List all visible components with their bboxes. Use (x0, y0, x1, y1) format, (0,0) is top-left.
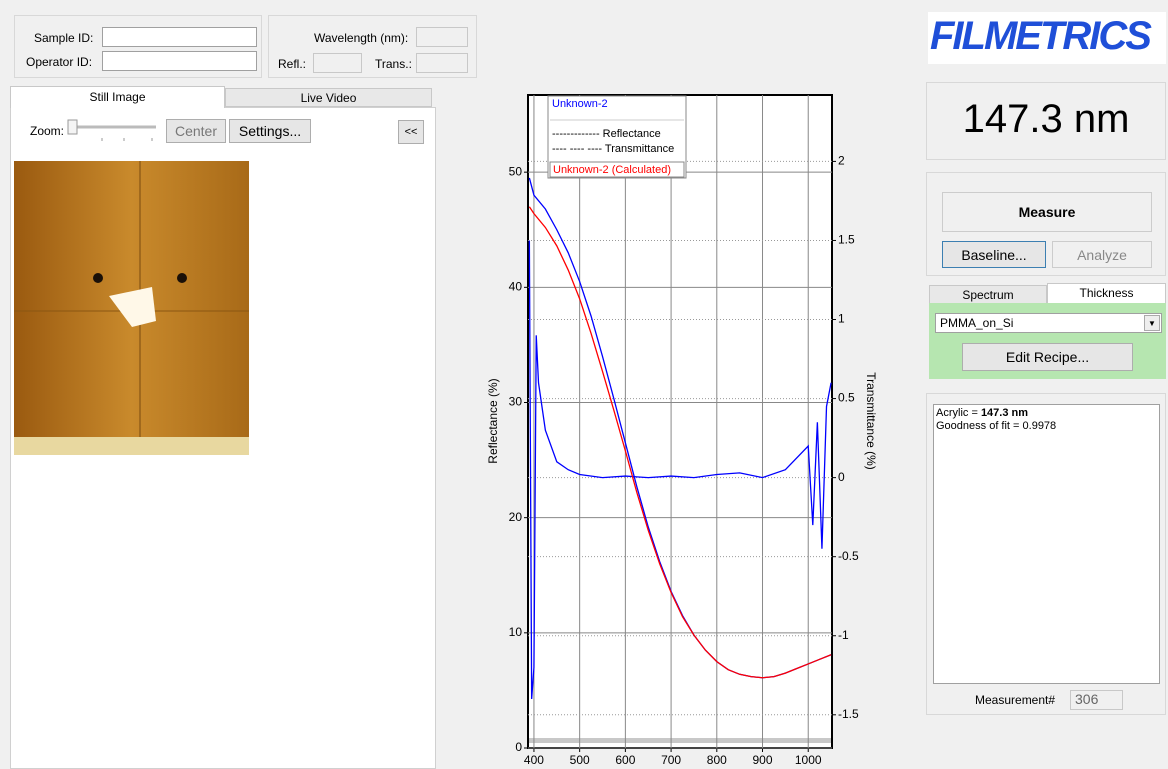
legend-note: ------------- Reflectance (552, 128, 661, 140)
id-group (14, 15, 262, 78)
legend-note: ---- ---- ---- Transmittance (552, 143, 674, 155)
label: Refl.: (278, 57, 307, 71)
tab[interactable]: Thickness (1047, 283, 1166, 304)
y-tick-label: 50 (509, 164, 523, 178)
y2-tick-label: -1 (838, 628, 849, 642)
analyze-button[interactable]: Analyze (1052, 241, 1152, 268)
y2-tick-label: 1.5 (838, 233, 855, 247)
measure-button[interactable]: Measure (942, 192, 1152, 232)
text: Acrylic = (936, 407, 981, 419)
thickness-result: 147.3 nm (962, 97, 1130, 141)
x-tick-label: 400 (524, 753, 544, 767)
x-tick-label: 500 (570, 753, 590, 767)
transmittance-line (528, 240, 832, 700)
readout-group (268, 15, 477, 78)
y-tick-label: 0 (515, 740, 522, 754)
results-text: Acrylic = 147.3 nm Goodness of fit = 0.99… (933, 404, 1160, 684)
tab[interactable]: Still Image (10, 86, 225, 108)
sample-id-input[interactable] (102, 27, 257, 47)
y-tick-label: 10 (509, 625, 523, 639)
logo-area (928, 12, 1166, 64)
scroll-bar (529, 738, 831, 743)
reflectance-line (528, 206, 832, 679)
y-axis-label: Reflectance (%) (486, 378, 500, 463)
legend-box (549, 161, 685, 178)
tab[interactable]: Spectrum (929, 285, 1047, 304)
trans-field (416, 53, 468, 73)
camera-image (14, 161, 249, 455)
label: Operator ID: (26, 55, 93, 69)
label: Trans.: (375, 57, 412, 71)
y2-tick-label: 0.5 (838, 391, 855, 405)
x-tick-label: 600 (615, 753, 635, 767)
wavelength-field (416, 27, 468, 47)
label: Measurement# (975, 693, 1056, 707)
y2-axis-label: Transmittance (%) (864, 372, 878, 470)
measurement-field: 306 (1070, 690, 1123, 710)
legend-entry: Unknown-2 (Calculated) (553, 164, 671, 176)
plot-area (527, 94, 833, 749)
x-tick-label: 1000 (795, 753, 822, 767)
measure-group (926, 172, 1166, 276)
dropdown-arrow[interactable]: ▼ (1144, 315, 1160, 331)
x-tick-label: 700 (661, 753, 681, 767)
x-tick-label: 900 (752, 753, 772, 767)
y2-tick-label: 2 (838, 154, 845, 168)
settings-button[interactable]: Settings... (229, 119, 311, 143)
center-button[interactable]: Center (166, 119, 226, 143)
y-tick-label: 30 (509, 395, 523, 409)
y2-tick-label: -0.5 (838, 549, 859, 563)
result-box (926, 82, 1166, 160)
recipe-dropdown[interactable]: PMMA_on_Si (935, 313, 1162, 333)
tab[interactable]: Live Video (225, 88, 432, 107)
label: Zoom: (30, 124, 65, 138)
label: Sample ID: (34, 31, 94, 45)
collapse-button[interactable]: << (398, 120, 424, 144)
spectrum-chart: 400 500 600 700 800 900 100001020304050-1.5-1-… (486, 94, 878, 767)
edit-recipe-button[interactable]: Edit Recipe... (962, 343, 1133, 371)
baseline-button[interactable]: Baseline... (942, 241, 1046, 268)
logo: FILMETRICS (930, 14, 1152, 58)
operator-id-input[interactable] (102, 51, 257, 71)
text: Goodness of fit = 0.9978 (936, 420, 1057, 432)
results-group (926, 393, 1166, 715)
label: Wavelength (nm): (314, 31, 409, 45)
y2-tick-label: -1.5 (838, 707, 859, 721)
y-tick-label: 40 (509, 280, 523, 294)
y-tick-label: 20 (509, 510, 523, 524)
zoom-slider[interactable] (66, 118, 158, 144)
refl-field (313, 53, 362, 73)
x-tick-label: 800 (707, 753, 727, 767)
legend-entry: Unknown-2 (552, 98, 608, 110)
text: 147.3 nm (980, 407, 1029, 419)
y2-tick-label: 1 (838, 312, 845, 326)
y2-tick-label: 0 (838, 470, 845, 484)
